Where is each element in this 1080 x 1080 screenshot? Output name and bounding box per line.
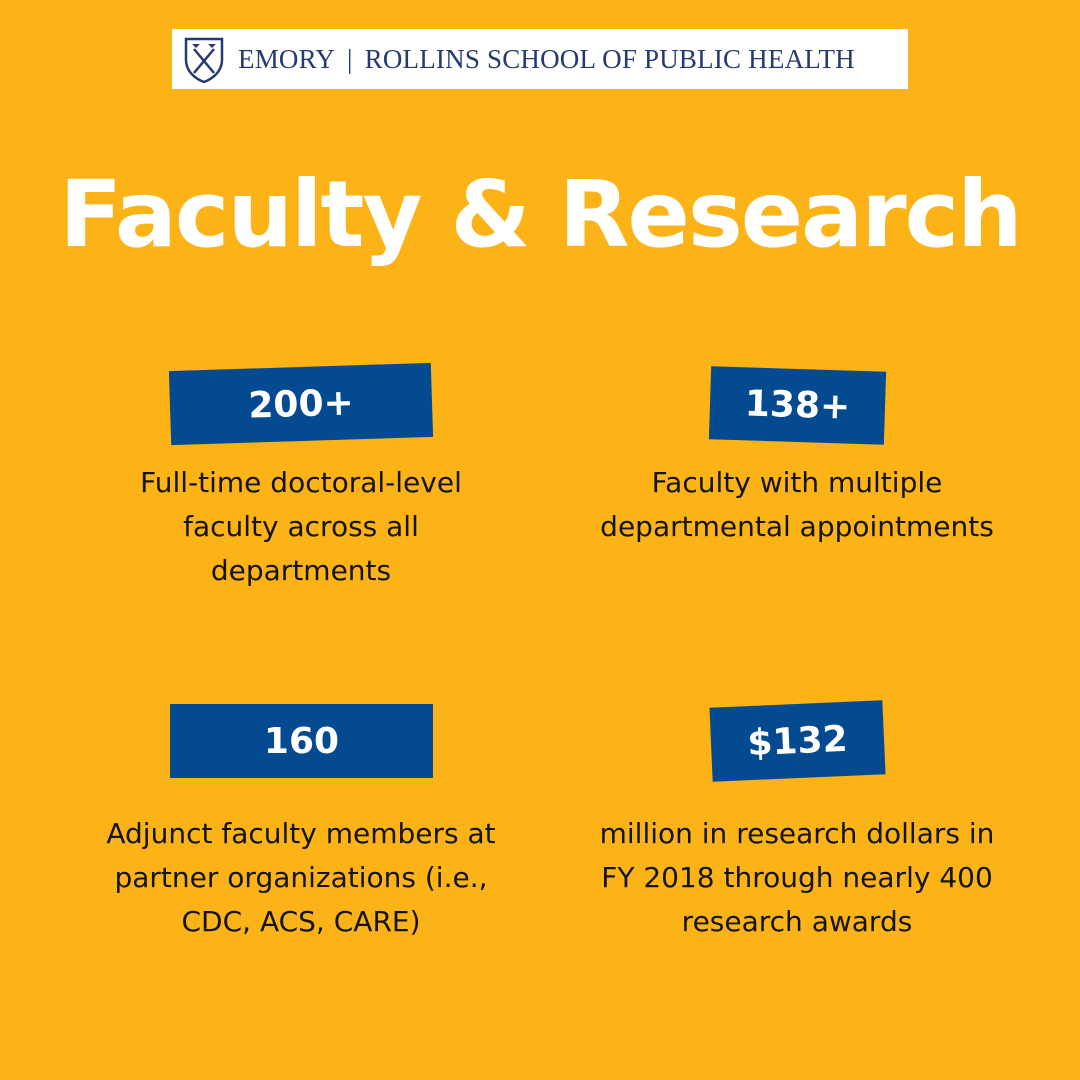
stat-badge-multiple-appointments: 138+ [708,366,887,445]
page-title: Faculty & Research [59,161,1022,268]
emory-shield-icon [184,37,224,84]
stat-description-research-dollars: million in research dollars in FY 2018 t… [599,817,995,938]
stat-badge-research-dollars: $132 [709,700,886,782]
stat-badge-adjunct: 160 [170,704,433,778]
logo-divider: | [347,43,353,74]
logo-institution: EMORY [238,43,336,74]
logo-school: ROLLINS SCHOOL OF PUBLIC HEALTH [364,43,855,74]
stat-description-faculty: Full-time doctoral-level faculty across … [140,466,462,587]
stat-description-adjunct: Adjunct faculty members at partner organ… [106,817,496,938]
stat-value: 138+ [744,383,851,428]
stat-value: $132 [746,718,849,764]
stat-value: 200+ [247,381,355,427]
stat-badge-faculty: 200+ [168,362,434,446]
stat-description-multiple-appointments: Faculty with multiple departmental appoi… [600,466,994,543]
logo-wordmark: EMORY | ROLLINS SCHOOL OF PUBLIC HEALTH [238,29,855,89]
logo-banner: EMORY | ROLLINS SCHOOL OF PUBLIC HEALTH [172,29,908,89]
stat-value: 160 [263,720,340,762]
